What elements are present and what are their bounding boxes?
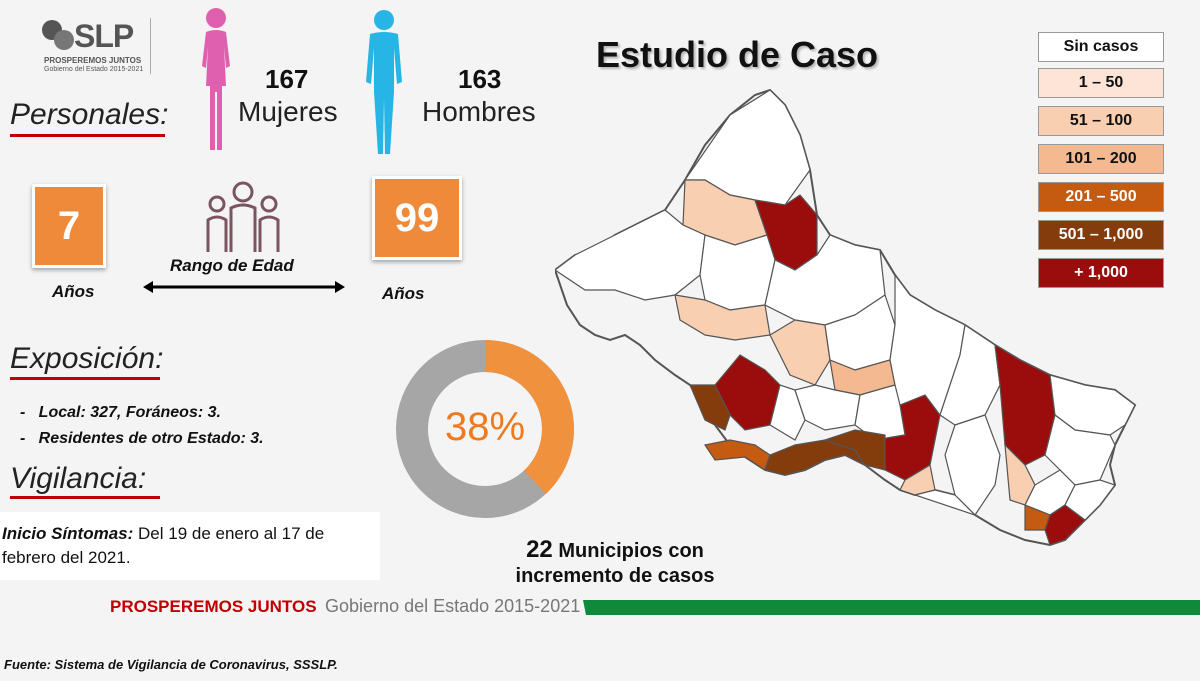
exposicion-item-local: - Local: 327, Foráneos: 3. [20, 404, 221, 421]
logo-divider [150, 18, 151, 74]
logo-tagline: PROSPEREMOS JUNTOS [44, 56, 142, 65]
legend-item: 1 – 50 [1038, 68, 1164, 98]
double-arrow-icon [143, 281, 345, 293]
vigilancia-underline [10, 496, 160, 499]
footer-brand: PROSPEREMOS JUNTOS Gobierno del Estado 2… [110, 596, 580, 617]
municipios-line1: Municipios con [558, 540, 704, 562]
exposicion-heading: Exposición: [10, 342, 164, 375]
family-icon [206, 181, 280, 252]
legend-item: 501 – 1,000 [1038, 220, 1164, 250]
mujeres-count: 167 [265, 64, 309, 94]
exposicion-underline [10, 377, 160, 380]
edad-max-box: 99 [372, 176, 462, 260]
edad-min-value: 7 [57, 203, 81, 248]
inicio-sintomas-text: Del 19 de enero al 17 de febrero del 202… [2, 524, 325, 567]
logo: SLP PROSPEREMOS JUNTOS Gobierno del Esta… [40, 14, 155, 76]
legend-item: 201 – 500 [1038, 182, 1164, 212]
footer-brand-red: PROSPEREMOS JUNTOS [110, 597, 317, 616]
state-map [555, 88, 1137, 547]
vigilancia-text: Inicio Síntomas: Del 19 de enero al 17 d… [0, 512, 380, 580]
edad-min-box: 7 [32, 184, 106, 268]
male-icon [366, 10, 402, 154]
inicio-sintomas-label: Inicio Síntomas: [2, 524, 134, 543]
footer-brand-gray: Gobierno del Estado 2015-2021 [325, 596, 581, 616]
legend-item: 51 – 100 [1038, 106, 1164, 136]
female-icon [202, 8, 230, 150]
donut-value-ring [396, 340, 574, 518]
personales-heading: Personales: [10, 98, 169, 131]
donut-label: 38% [444, 405, 526, 449]
fuente-text: Fuente: Sistema de Vigilancia de Coronav… [4, 657, 338, 672]
exposicion-item-residentes: - Residentes de otro Estado: 3. [20, 430, 264, 447]
edad-min-unit: Años [52, 282, 95, 301]
legend-item: + 1,000 [1038, 258, 1164, 288]
exposicion-list: - Local: 327, Foráneos: 3. - Residentes … [20, 400, 264, 452]
municipios-text: 22 Municipios con incremento de casos [470, 537, 760, 589]
legend-item: 101 – 200 [1038, 144, 1164, 174]
hombres-label: Hombres [422, 96, 536, 127]
logo-icon [42, 20, 74, 50]
donut-chart [396, 340, 574, 518]
personales-underline [10, 134, 165, 137]
footer-green-bar [583, 600, 1200, 615]
rango-edad-label: Rango de Edad [170, 256, 294, 275]
logo-sub: Gobierno del Estado 2015-2021 [44, 66, 144, 73]
municipios-count: 22 [526, 536, 553, 563]
mujeres-label: Mujeres [238, 96, 338, 127]
municipios-line2: incremento de casos [515, 565, 715, 587]
edad-max-unit: Años [382, 284, 425, 303]
page-title: Estudio de Caso [596, 34, 879, 75]
logo-text: SLP [74, 18, 134, 54]
hombres-count: 163 [458, 64, 502, 94]
legend-item: Sin casos [1038, 32, 1164, 62]
edad-max-value: 99 [394, 195, 440, 240]
vigilancia-heading: Vigilancia: [10, 462, 147, 495]
